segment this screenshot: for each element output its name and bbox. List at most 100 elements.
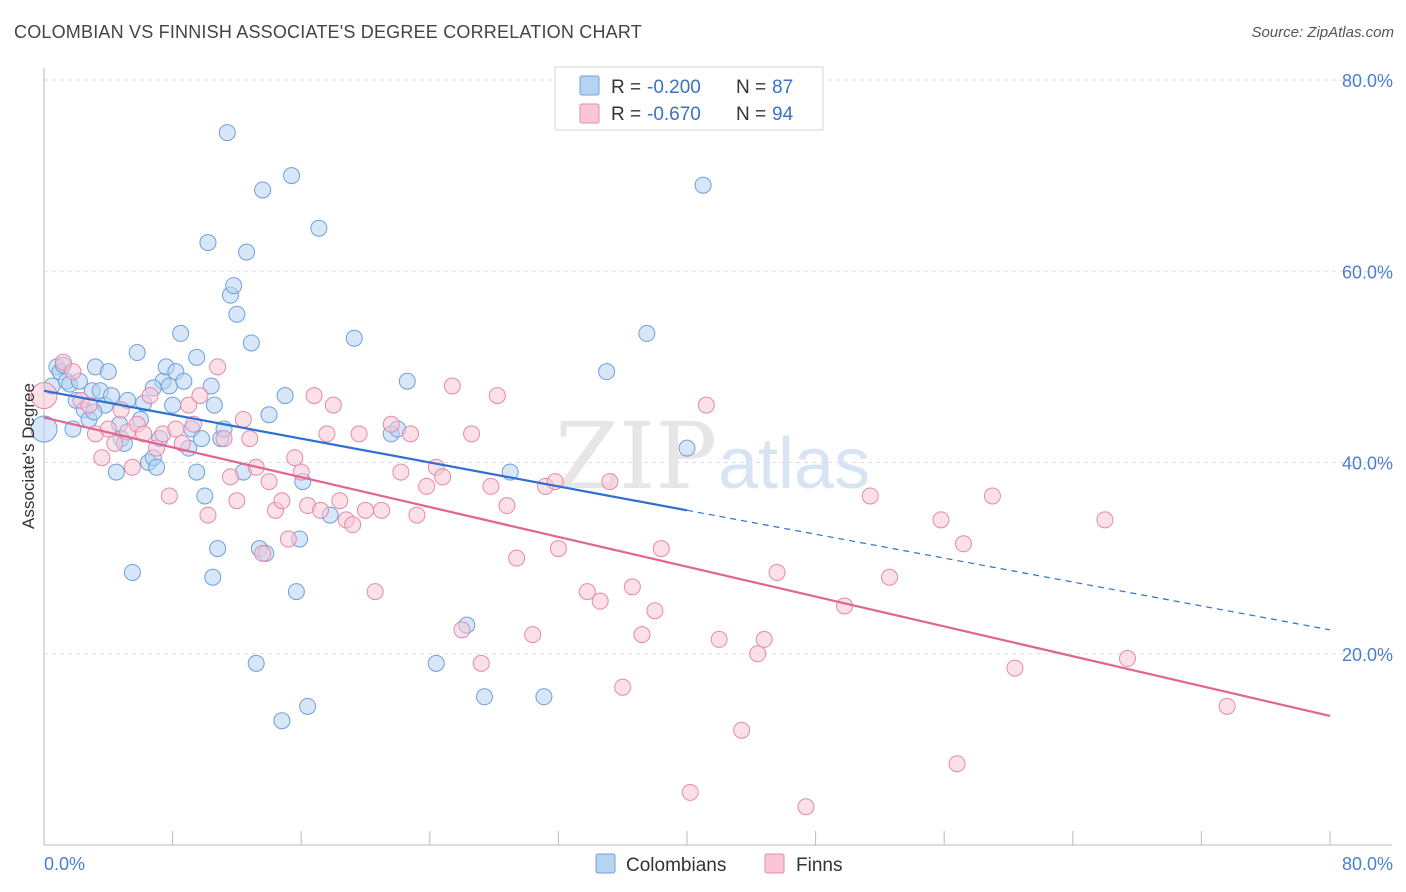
x-tick-label-1: 80.0% — [1342, 854, 1393, 874]
y-tick-label-3: 80.0% — [1342, 71, 1393, 91]
legend-swatch-blue — [579, 75, 600, 96]
finn-point-87 — [881, 568, 899, 586]
bottom-legend-colombians: Colombians — [626, 855, 726, 876]
legend-r-label-1: R = — [611, 77, 641, 98]
finn-point-58 — [453, 621, 471, 639]
bottom-legend: Colombians Finns — [595, 853, 842, 876]
colombian-point-43 — [196, 487, 214, 505]
finn-point-74 — [633, 626, 651, 644]
legend-box: R = -0.200 N = 87 R = -0.670 N = 94 — [554, 66, 824, 131]
finn-point-92 — [1006, 659, 1024, 677]
legend-n-value-2: 94 — [772, 104, 794, 125]
finns-trend-line — [43, 416, 1331, 717]
y-axis-label: Associate's Degree — [19, 383, 38, 529]
finn-point-59 — [463, 425, 481, 443]
finn-point-76 — [652, 540, 670, 558]
finn-point-45 — [344, 516, 362, 534]
colombian-point-34 — [164, 396, 182, 414]
finn-point-85 — [836, 597, 854, 615]
series-finns — [30, 353, 1236, 816]
finn-point-84 — [797, 798, 815, 816]
colombian-point-29 — [148, 458, 166, 476]
finn-point-36 — [286, 449, 304, 467]
colombian-point-72 — [345, 329, 363, 347]
finn-point-79 — [710, 630, 728, 648]
colombian-point-37 — [175, 372, 193, 390]
finn-point-4 — [80, 396, 98, 414]
finn-point-69 — [578, 583, 596, 601]
finn-point-6 — [93, 449, 111, 467]
finn-point-18 — [167, 420, 185, 438]
finn-point-54 — [418, 477, 436, 495]
colombian-point-83 — [678, 439, 696, 457]
finn-point-80 — [733, 721, 751, 739]
finn-point-68 — [549, 540, 567, 558]
finn-point-29 — [241, 430, 259, 448]
finn-point-89 — [948, 755, 966, 773]
finn-point-88 — [932, 511, 950, 529]
colombian-point-33 — [160, 377, 178, 395]
finn-point-75 — [646, 602, 664, 620]
colombian-point-82 — [694, 176, 712, 194]
watermark-zip: ZIP — [555, 403, 717, 510]
colombian-point-45 — [202, 377, 220, 395]
finn-point-35 — [279, 530, 297, 548]
finn-point-56 — [434, 468, 452, 486]
legend-r-value-2: -0.670 — [647, 104, 701, 125]
finn-point-25 — [215, 430, 233, 448]
finn-point-57 — [443, 377, 461, 395]
finn-point-77 — [681, 783, 699, 801]
colombian-point-0 — [30, 415, 58, 443]
finn-point-8 — [106, 434, 124, 452]
colombian-point-81 — [638, 324, 656, 342]
colombian-point-42 — [193, 430, 211, 448]
colombian-point-60 — [254, 181, 272, 199]
finn-point-95 — [1218, 697, 1236, 715]
colombian-point-54 — [228, 305, 246, 323]
finn-point-32 — [260, 473, 278, 491]
finn-point-27 — [228, 492, 246, 510]
colombian-point-24 — [128, 344, 146, 362]
finn-point-61 — [482, 477, 500, 495]
colombian-point-46 — [204, 568, 222, 586]
finn-point-64 — [508, 549, 526, 567]
finn-point-43 — [331, 492, 349, 510]
finn-point-11 — [123, 458, 141, 476]
finn-point-14 — [141, 387, 159, 405]
finn-point-60 — [472, 654, 490, 672]
legend-r-label-2: R = — [611, 104, 641, 125]
chart-title: COLOMBIAN VS FINNISH ASSOCIATE'S DEGREE … — [14, 22, 642, 42]
finn-point-47 — [357, 501, 374, 519]
finn-point-52 — [402, 425, 420, 443]
legend-n-label-2: N = — [736, 104, 766, 125]
finn-point-53 — [408, 506, 426, 524]
y-tick-label-1: 40.0% — [1342, 454, 1393, 474]
finn-point-34 — [273, 492, 291, 510]
finn-point-46 — [350, 425, 368, 443]
finn-point-86 — [861, 487, 879, 505]
finn-point-94 — [1118, 650, 1136, 668]
colombian-point-77 — [475, 688, 493, 706]
colombian-point-23 — [123, 563, 141, 581]
colombian-point-64 — [276, 387, 294, 405]
colombian-point-18 — [107, 463, 125, 481]
colombian-point-17 — [103, 387, 121, 405]
colombian-point-80 — [598, 363, 616, 381]
finn-point-72 — [614, 678, 632, 696]
finn-point-28 — [234, 410, 252, 428]
finn-point-17 — [160, 487, 178, 505]
finn-point-91 — [983, 487, 1001, 505]
finn-point-13 — [135, 425, 153, 443]
finn-point-31 — [254, 544, 272, 562]
bottom-legend-swatch-colombians — [595, 853, 616, 874]
bottom-legend-swatch-finns — [764, 853, 785, 874]
finn-point-19 — [173, 434, 191, 452]
finn-point-71 — [601, 473, 619, 491]
finn-point-62 — [488, 387, 506, 405]
colombian-point-16 — [99, 363, 117, 381]
finn-point-93 — [1096, 511, 1114, 529]
bottom-legend-finns: Finns — [796, 855, 842, 876]
colombian-point-79 — [535, 688, 553, 706]
finn-point-78 — [697, 396, 715, 414]
